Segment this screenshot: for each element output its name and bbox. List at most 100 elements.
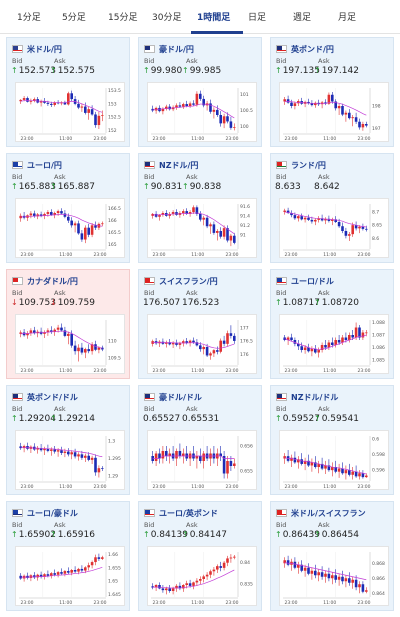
candle-body — [73, 570, 77, 572]
tab-5[interactable]: 日足 — [248, 13, 267, 23]
bid-value: ↑90.831 — [143, 182, 182, 192]
tab-4[interactable]: 1時間足 — [197, 13, 231, 23]
candle-body — [178, 585, 182, 589]
x-tick-label: 11:00 — [191, 368, 204, 374]
candle-body — [351, 579, 354, 583]
candle-body — [283, 210, 286, 212]
rate-card[interactable]: 英ポンド/ドル Bid Ask ↑1.29204 ↑1.29214 1.3 1.295 1.2… — [6, 385, 130, 495]
candle-body — [327, 465, 331, 471]
candlestick-chart[interactable]: 1.088 1.087 1.086 1.085 23:00 11:00 23:00 — [279, 314, 389, 374]
candlestick-chart[interactable]: 1.3 1.295 1.29 23:00 11:00 23:00 — [15, 430, 125, 490]
candle-body — [90, 225, 94, 235]
tab-7[interactable]: 月足 — [338, 13, 357, 23]
pair-name[interactable]: 豪ドル/円 — [159, 44, 194, 54]
flag-part — [13, 282, 22, 283]
candle-body — [151, 341, 154, 344]
tab-3[interactable]: 30分足 — [152, 13, 182, 23]
rate-card[interactable]: ユーロ/円 Bid Ask ↑165.883 ↑165.887 166.5 166 165.5… — [6, 153, 130, 263]
candle-body — [307, 217, 310, 220]
candle-body — [286, 560, 290, 565]
candlestick-chart[interactable]: 177 176.5 176 23:00 11:00 23:00 — [147, 314, 257, 374]
arrow-up-icon: ↑ — [143, 182, 150, 191]
candle-body — [314, 102, 317, 106]
rate-card[interactable]: 米ドル/スイスフラン Bid Ask ↑0.86439 ↑0.86454 0.868 0.8… — [270, 501, 394, 611]
flag-icon — [144, 393, 155, 401]
rate-card[interactable]: 英ポンド/円 Bid Ask ↑197.135 ↑197.142 198 197 23:00 1… — [270, 37, 394, 147]
rate-card[interactable]: ユーロ/英ポンド Bid Ask ↑0.84139 ↑0.84147 0.84 0.835 2… — [138, 501, 262, 611]
pair-name[interactable]: 英ポンド/円 — [291, 44, 334, 54]
candle-body — [188, 103, 192, 106]
pair-name[interactable]: ユーロ/豪ドル — [27, 508, 78, 518]
pair-name[interactable]: 米ドル/円 — [27, 44, 62, 54]
candle-body — [87, 565, 90, 568]
moving-average-line — [20, 214, 103, 227]
pair-name[interactable]: ランド/円 — [291, 160, 326, 170]
ask-label: Ask — [54, 289, 66, 297]
candle-body — [56, 450, 60, 452]
tab-6[interactable]: 週足 — [293, 13, 312, 23]
tab-0[interactable]: 1分足 — [17, 13, 41, 23]
flag-icon — [144, 509, 155, 517]
pair-name[interactable]: 米ドル/スイスフラン — [291, 508, 366, 518]
rate-card[interactable]: スイスフラン/円 Bid Ask 176.507 176.523 177 176.5 176 2… — [138, 269, 262, 379]
moving-average-line — [284, 101, 367, 116]
candle-body — [50, 103, 53, 105]
flag-part — [145, 50, 154, 51]
pair-name[interactable]: NZドル/ドル — [291, 392, 339, 402]
flag-icon — [12, 277, 23, 285]
candle-body — [337, 576, 341, 580]
rate-card[interactable]: ランド/円 Bid Ask 8.633 8.642 8.7 8.65 8.6 23:00 11:0… — [270, 153, 394, 263]
rate-card[interactable]: NZドル/円 Bid Ask ↑90.831 ↑90.838 91.6 91.4 91.2 91… — [138, 153, 262, 263]
candlestick-chart[interactable]: 0.84 0.835 23:00 11:00 23:00 — [147, 546, 257, 606]
pair-name[interactable]: ユーロ/英ポンド — [159, 508, 218, 518]
candlestick-chart[interactable]: 0.6 0.598 0.596 23:00 11:00 23:00 — [279, 430, 389, 490]
pair-name[interactable]: ユーロ/ドル — [291, 276, 334, 286]
rate-card[interactable]: 豪ドル/ドル Bid Ask 0.65527 0.65531 0.656 0.655 23:0… — [138, 385, 262, 495]
rate-card[interactable]: 豪ドル/円 Bid Ask ↑99.980 ↑99.985 101 100.5 100 23:0… — [138, 37, 262, 147]
candlestick-chart[interactable]: 166.5 166 165.5 165 23:00 11:00 23:00 — [15, 198, 125, 258]
pair-name[interactable]: カナダドル/円 — [27, 276, 78, 286]
candlestick-chart[interactable]: 101 100.5 100 23:00 11:00 23:00 — [147, 82, 257, 142]
flag-part — [13, 510, 18, 514]
candle-body — [161, 451, 165, 459]
candle-body — [50, 449, 53, 451]
pair-name[interactable]: NZドル/円 — [159, 160, 199, 170]
pair-name[interactable]: 豪ドル/ドル — [159, 392, 202, 402]
candlestick-chart[interactable]: 0.868 0.866 0.864 23:00 11:00 23:00 — [279, 546, 389, 606]
pair-name[interactable]: 英ポンド/ドル — [27, 392, 78, 402]
rate-card[interactable]: ユーロ/ドル Bid Ask ↑1.08717 ↑1.08720 1.088 1.087 1.… — [270, 269, 394, 379]
rate-card[interactable]: 米ドル/円 Bid Ask ↑152.573 ↑152.575 153.5 153 152.5… — [6, 37, 130, 147]
pair-name[interactable]: ユーロ/円 — [27, 160, 62, 170]
bid-value: ↑152.573 — [11, 66, 56, 76]
candlestick-chart[interactable]: 91.6 91.4 91.2 91 23:00 11:00 23:00 — [147, 198, 257, 258]
candlestick-chart[interactable]: 153.5 153 152.5 152 23:00 11:00 23:00 — [15, 82, 125, 142]
candlestick-chart[interactable]: 8.7 8.65 8.6 23:00 11:00 23:00 — [279, 198, 389, 258]
pair-name[interactable]: スイスフラン/円 — [159, 276, 218, 286]
ask-price: 165.887 — [57, 182, 95, 192]
candle-body — [151, 586, 154, 588]
x-tick-label: 11:00 — [191, 252, 204, 258]
candlestick-chart[interactable]: 198 197 23:00 11:00 23:00 — [279, 82, 389, 142]
candle-body — [286, 210, 290, 213]
rate-card[interactable]: ユーロ/豪ドル Bid Ask ↑1.65902 ↑1.65916 1.66 1.655 1.… — [6, 501, 130, 611]
candle-body — [154, 213, 158, 217]
arrow-up-icon: ↑ — [314, 66, 321, 75]
flag-part — [145, 510, 150, 514]
tab-2[interactable]: 15分足 — [108, 13, 138, 23]
candlestick-chart[interactable]: 0.656 0.655 23:00 11:00 23:00 — [147, 430, 257, 490]
candle-body — [354, 225, 358, 229]
ask-value: 8.642 — [314, 182, 340, 192]
bid-price: 176.507 — [143, 298, 181, 308]
bid-label: Bid — [144, 405, 155, 413]
candlestick-chart[interactable]: 1.66 1.655 1.65 1.645 23:00 11:00 23:00 — [15, 546, 125, 606]
candle-body — [43, 213, 46, 216]
tab-1[interactable]: 5分足 — [62, 13, 86, 23]
candlestick-chart[interactable]: 110 109.5 23:00 11:00 23:00 — [15, 314, 125, 374]
x-tick-label: 23:00 — [285, 368, 298, 374]
rate-card[interactable]: NZドル/ドル Bid Ask ↑0.59527 ↑0.59541 0.6 0.598 0.5… — [270, 385, 394, 495]
flag-part — [277, 50, 286, 51]
ask-label: Ask — [318, 57, 330, 65]
candle-body — [303, 460, 307, 464]
rate-card[interactable]: カナダドル/円 Bid Ask ↓109.753 ↓109.759 110 109.5 23:… — [6, 269, 130, 379]
candle-body — [94, 557, 97, 563]
